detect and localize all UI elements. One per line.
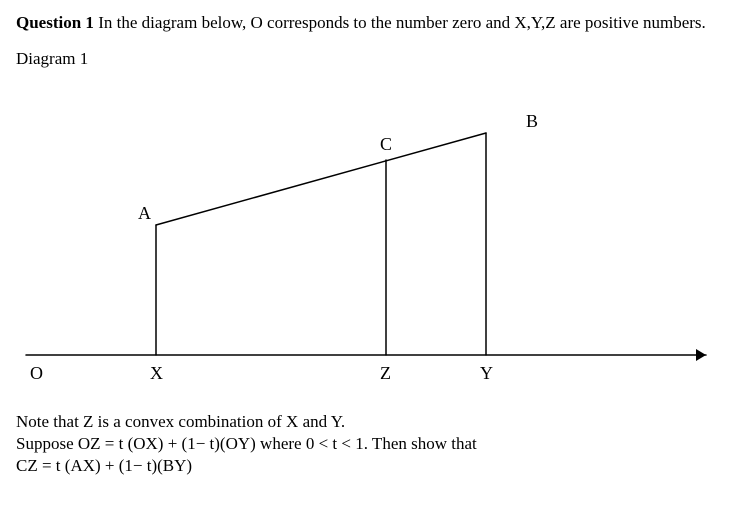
label-Z: Z [380, 363, 391, 383]
diagram-caption: Diagram 1 [16, 49, 723, 69]
label-O: O [30, 363, 43, 383]
note-line-3: CZ = t (AX) + (1− t)(BY) [16, 455, 723, 477]
line-AB [156, 133, 486, 225]
question-label: Question 1 [16, 13, 94, 32]
page-root: Question 1 In the diagram below, O corre… [0, 0, 739, 489]
note-line-2: Suppose OZ = t (OX) + (1− t)(OY) where 0… [16, 433, 723, 455]
question-intro: Question 1 In the diagram below, O corre… [16, 12, 723, 35]
label-C: C [380, 134, 392, 154]
label-A: A [138, 203, 151, 223]
diagram-container: O X Z Y A C B [16, 75, 716, 405]
diagram-svg: O X Z Y A C B [16, 75, 716, 405]
note-block: Note that Z is a convex combination of X… [16, 411, 723, 477]
label-X: X [150, 363, 163, 383]
axis-arrowhead [696, 349, 706, 361]
note-line-1: Note that Z is a convex combination of X… [16, 411, 723, 433]
label-Y: Y [480, 363, 493, 383]
question-text: In the diagram below, O corresponds to t… [94, 13, 706, 32]
label-B: B [526, 111, 538, 131]
